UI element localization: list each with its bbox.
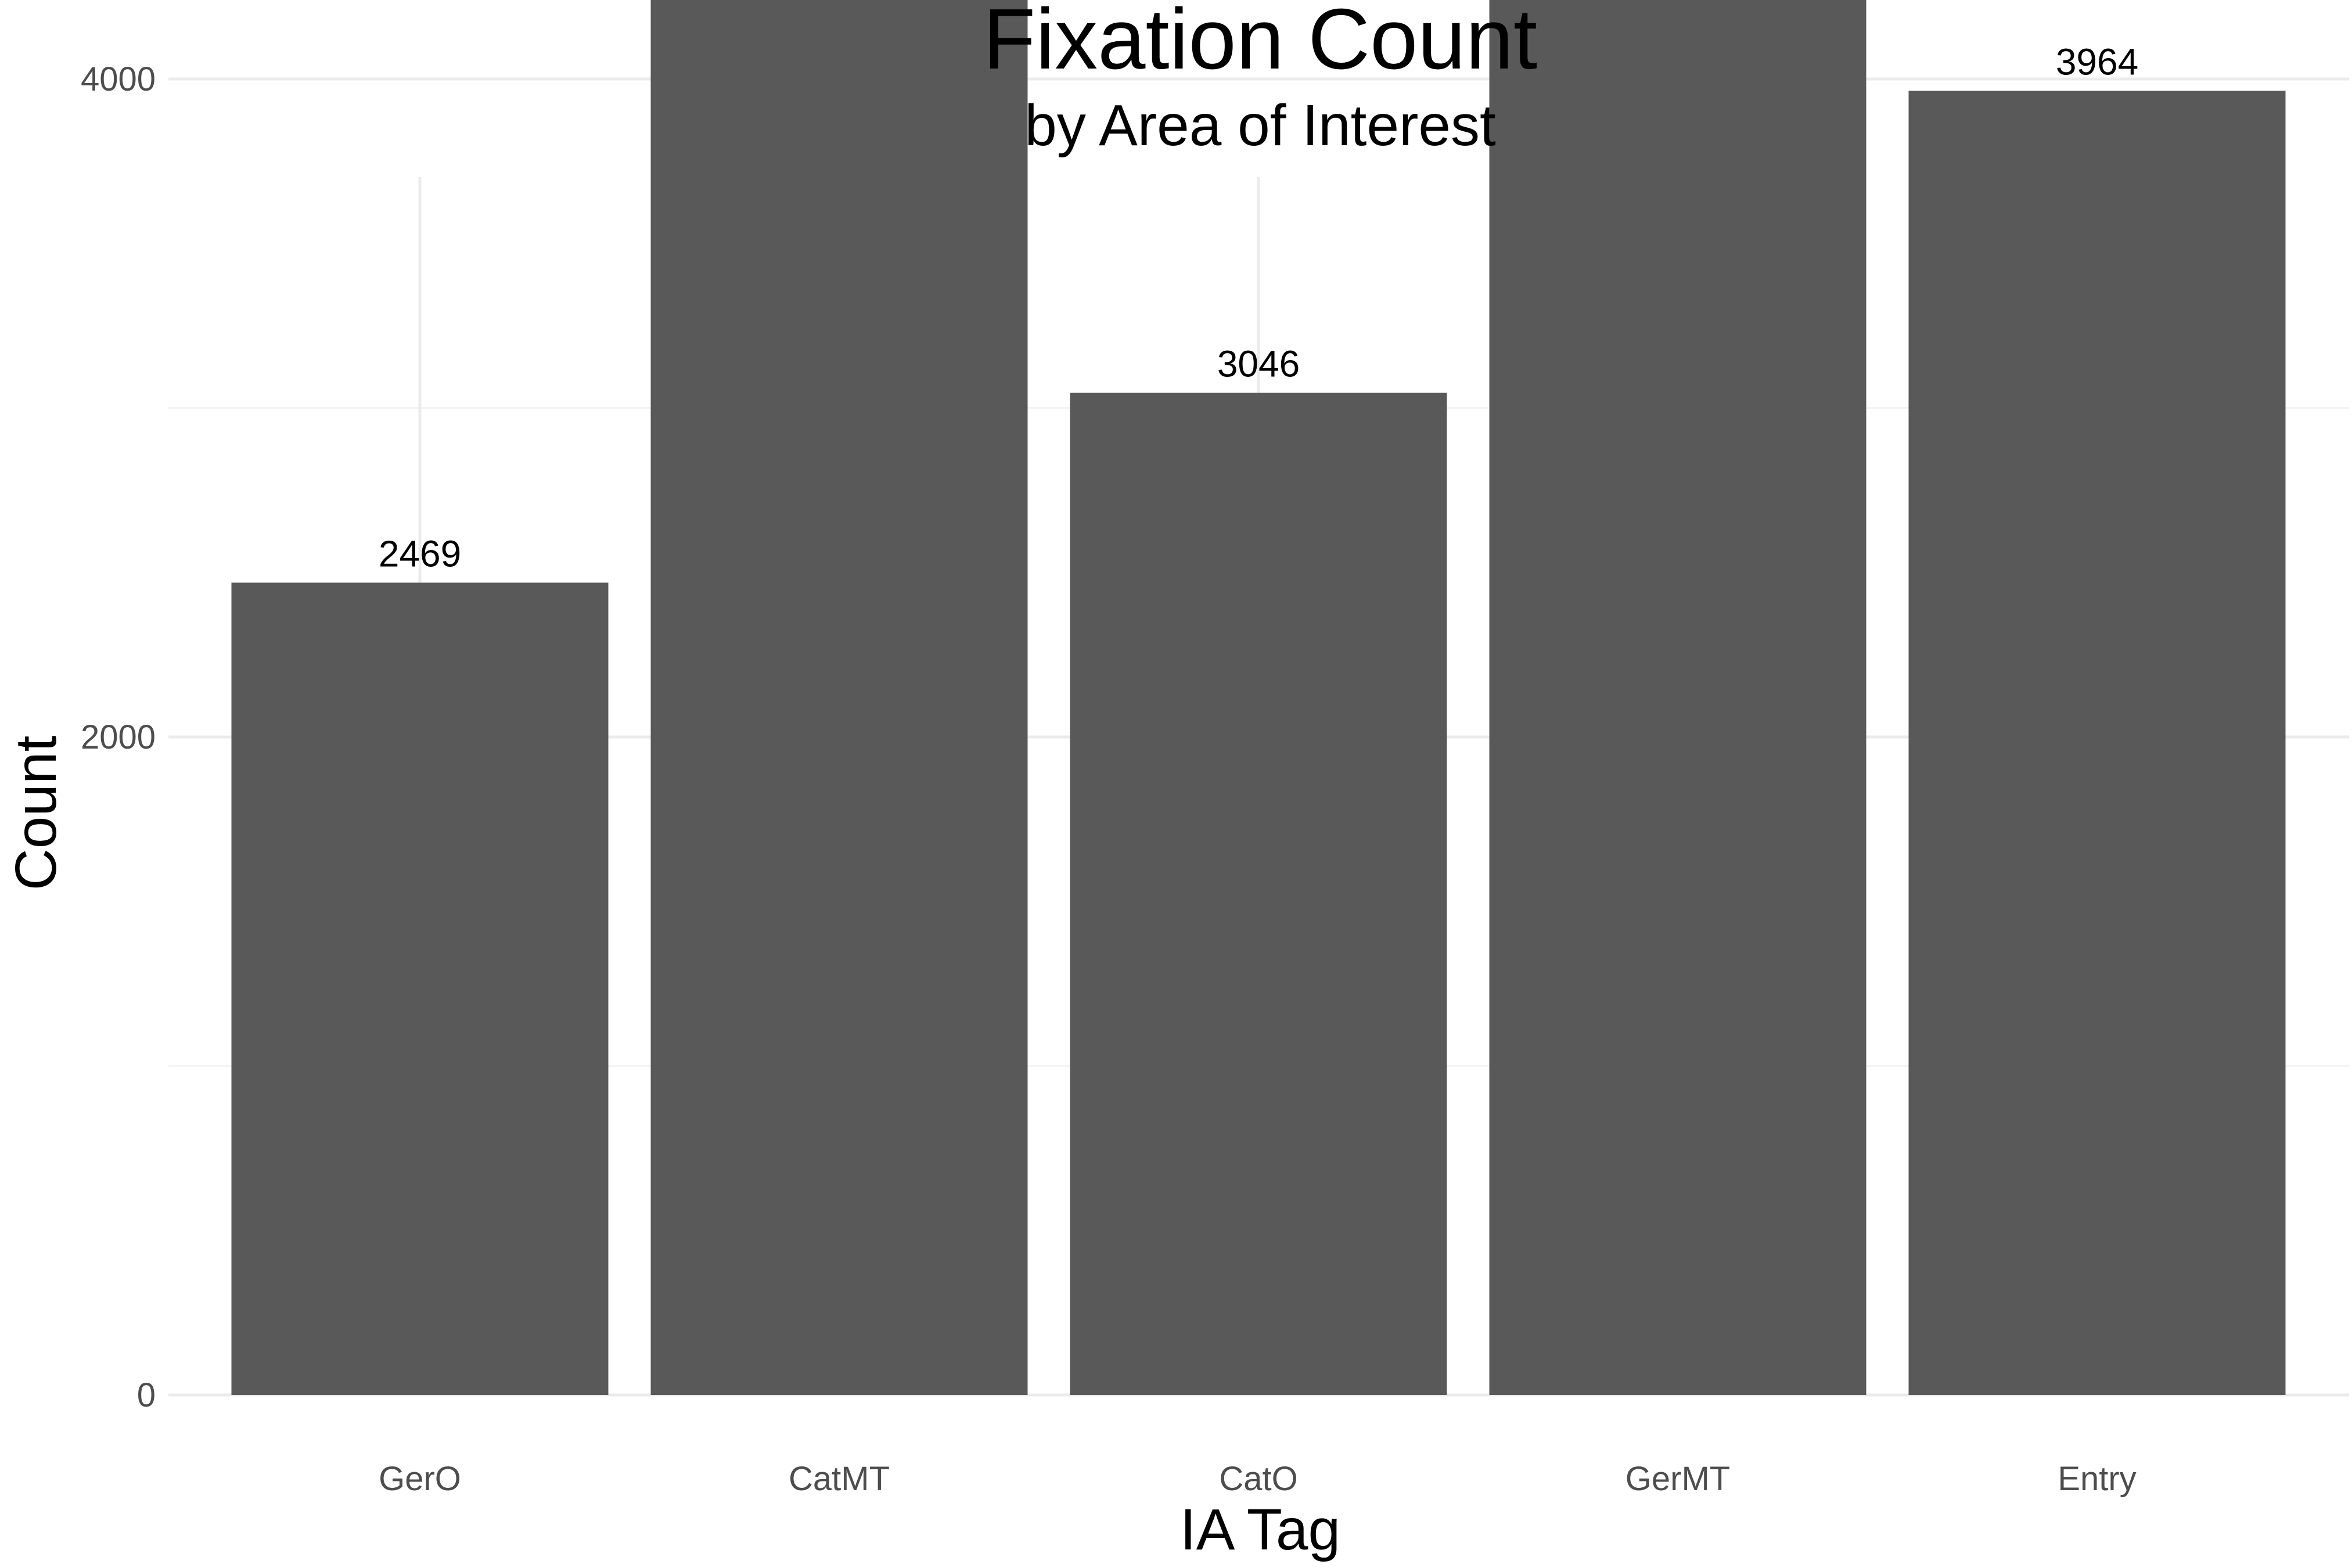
x-tick-label: CatO: [1219, 1460, 1297, 1498]
y-tick-label: 2000: [81, 718, 156, 756]
bar-entry: [1908, 91, 2286, 1395]
bar-value-label: 3964: [2056, 41, 2138, 82]
bar-catmt: [650, 0, 1028, 1395]
x-axis-ticks: GerO CatMT CatO GerMT Entry: [379, 1460, 2137, 1498]
x-axis-title: IA Tag: [1180, 1497, 1340, 1562]
y-axis-ticks: 0200040006000: [81, 60, 156, 1414]
bar-germt: [1489, 0, 1867, 1395]
chart-title: Fixation Count: [983, 0, 1537, 87]
x-tick-label: GerO: [379, 1460, 461, 1498]
y-axis-title: Count: [3, 735, 69, 890]
x-tick-label: CatMT: [789, 1460, 890, 1498]
bar-cato: [1070, 393, 1447, 1396]
chart-subtitle: by Area of Interest: [1024, 93, 1496, 158]
bar-gero: [231, 582, 609, 1395]
x-tick-label: GerMT: [1625, 1460, 1730, 1498]
bars: [231, 0, 2286, 1396]
bar-value-label: 3046: [1217, 343, 1300, 384]
bar-value-label: 2469: [379, 533, 461, 574]
bar-value-labels: 24694553304670373964: [379, 41, 2138, 574]
y-tick-label: 4000: [81, 60, 156, 98]
x-tick-label: Entry: [2058, 1460, 2136, 1498]
y-tick-label: 0: [137, 1376, 156, 1414]
